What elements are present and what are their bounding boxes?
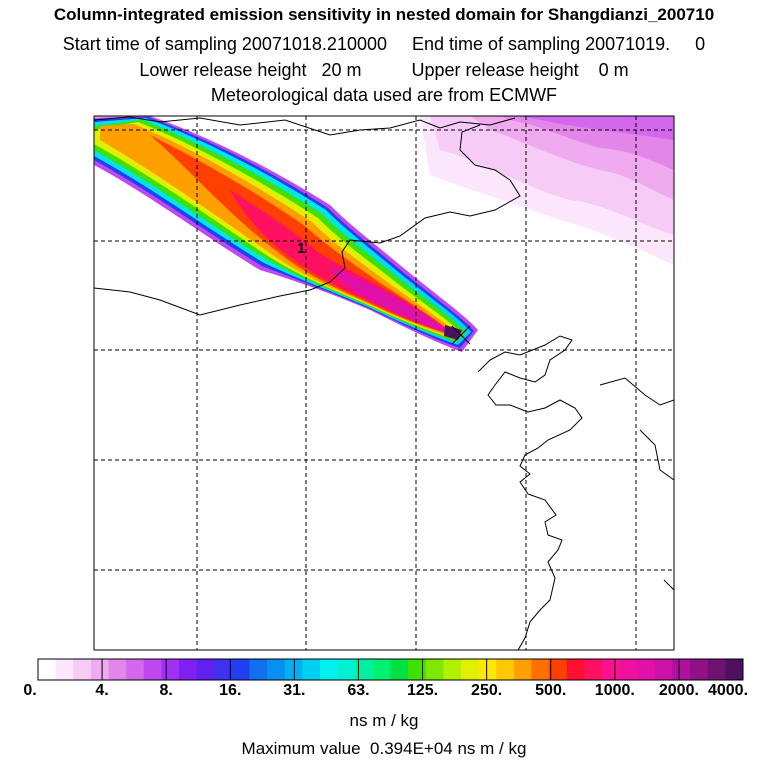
colorbar-swatch: [425, 659, 444, 680]
colorbar-swatch: [196, 659, 215, 680]
colorbar-swatch: [478, 659, 497, 680]
colorbar-swatch: [320, 659, 339, 680]
colorbar-swatch: [38, 659, 57, 680]
emission-plume: [94, 116, 478, 352]
colorbar-swatch: [672, 659, 691, 680]
point-label: 1: [297, 240, 305, 257]
colorbar-unit: ns m / kg: [349, 711, 419, 730]
colorbar-swatch: [179, 659, 198, 680]
colorbar-swatch: [566, 659, 585, 680]
colorbar-tick-label: 125.: [406, 682, 439, 699]
colorbar-swatch: [549, 659, 568, 680]
colorbar-swatch: [126, 659, 145, 680]
colorbar-swatch: [725, 659, 744, 680]
colorbar-swatch: [690, 659, 709, 680]
colorbar-tick-label: 1000.: [594, 682, 635, 699]
release-height-line: Lower release height 20 m Upper release …: [139, 60, 629, 80]
colorbar-swatch: [284, 659, 303, 680]
colorbar-swatch: [161, 659, 180, 680]
colorbar-swatch: [408, 659, 427, 680]
colorbar: [37, 658, 744, 681]
colorbar-tick-label: 4000.: [707, 682, 749, 699]
meteorological-source-line: Meteorological data used are from ECMWF: [210, 85, 558, 105]
colorbar-swatch: [355, 659, 374, 680]
receptor-marker: [451, 325, 471, 345]
low-sensitivity-field: [94, 116, 674, 265]
colorbar-swatch: [531, 659, 550, 680]
colorbar-tick-label: 63.: [347, 682, 370, 699]
map-frame: [93, 115, 675, 651]
sampling-time-line: Start time of sampling 20071018.210000 E…: [62, 34, 706, 54]
colorbar-swatch: [637, 659, 656, 680]
colorbar-swatch: [214, 659, 233, 680]
colorbar-swatch: [337, 659, 356, 680]
colorbar-swatch: [390, 659, 409, 680]
colorbar-tick-label: 16.: [219, 682, 242, 699]
colorbar-swatch: [372, 659, 391, 680]
colorbar-tick-label: 31.: [283, 682, 306, 699]
colorbar-swatch: [602, 659, 621, 680]
colorbar-swatch: [707, 659, 726, 680]
colorbar-tick-label: 0.: [23, 682, 37, 699]
colorbar-swatch: [55, 659, 74, 680]
colorbar-tick-label: 8.: [159, 682, 173, 699]
colorbar-swatch: [619, 659, 638, 680]
colorbar-tick-label: 250.: [471, 682, 503, 699]
colorbar-swatch: [513, 659, 532, 680]
colorbar-tick-label: 2000.: [658, 682, 699, 699]
colorbar-swatch: [584, 659, 603, 680]
colorbar-swatch: [90, 659, 109, 680]
colorbar-frame: [37, 658, 744, 681]
plot-title: Column-integrated emission sensitivity i…: [53, 5, 715, 24]
maximum-value: Maximum value 0.394E+04 ns m / kg: [241, 739, 527, 758]
colorbar-swatch: [231, 659, 250, 680]
colorbar-swatch: [143, 659, 162, 680]
colorbar-swatch: [108, 659, 127, 680]
colorbar-swatch: [267, 659, 286, 680]
colorbar-swatch: [302, 659, 321, 680]
colorbar-tick-label: 500.: [535, 682, 567, 699]
lat-lon-grid: [94, 116, 674, 650]
colorbar-swatch: [443, 659, 462, 680]
colorbar-swatch: [654, 659, 673, 680]
colorbar-swatch: [496, 659, 515, 680]
colorbar-swatch: [249, 659, 268, 680]
colorbar-swatch: [73, 659, 92, 680]
colorbar-tick-label: 4.: [95, 682, 109, 699]
colorbar-swatch: [461, 659, 480, 680]
